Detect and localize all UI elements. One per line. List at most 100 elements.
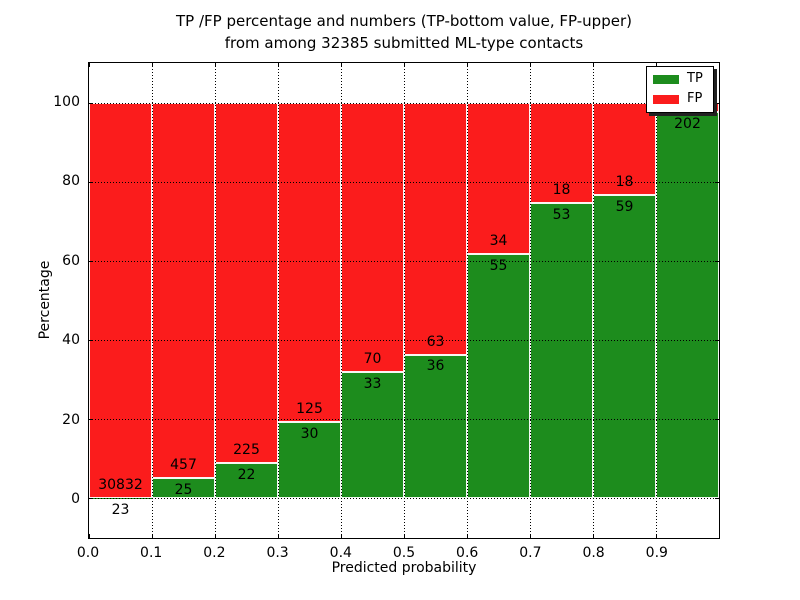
legend: TP FP	[646, 66, 714, 113]
bar-count-label-tp: 53	[552, 206, 571, 223]
x-tickmark-top	[152, 63, 153, 67]
x-tick-label: 0.9	[645, 545, 668, 561]
y-tickmark-right	[715, 498, 719, 500]
bar-count-label-tp: 202	[674, 116, 701, 133]
x-tickmark-top	[89, 63, 90, 67]
x-tickmark-bottom	[152, 534, 153, 538]
bar-count-label-tp: 59	[615, 199, 634, 216]
x-tickmark-bottom	[341, 534, 342, 538]
gridline-vertical	[530, 63, 531, 538]
bar-segment-fp	[404, 102, 467, 355]
bar-count-label-fp: 18	[552, 181, 571, 198]
fp-legend-label: FP	[687, 91, 703, 106]
bar-count-label-tp: 25	[174, 481, 193, 498]
bar-count-label-fp: 225	[233, 442, 260, 459]
x-tickmark-top	[467, 63, 468, 67]
y-tickmark-left	[89, 498, 93, 500]
bar-count-label-fp: 18	[615, 174, 634, 191]
tp-legend-swatch	[653, 74, 679, 84]
y-tickmark-right	[715, 181, 719, 183]
gridline-vertical	[341, 63, 342, 538]
y-tick-label: 100	[53, 93, 80, 110]
x-tickmark-bottom	[215, 534, 216, 538]
y-tickmark-right	[715, 260, 719, 262]
tp-legend-label: TP	[687, 71, 703, 86]
bar-segment-tp	[656, 112, 719, 499]
y-tick-label: 40	[62, 332, 80, 349]
bar-count-label-tp: 36	[426, 358, 445, 375]
gridline-vertical	[215, 63, 216, 538]
y-tickmark-right	[715, 102, 719, 104]
gridline-vertical	[152, 63, 153, 538]
bar-segment-tp	[530, 202, 593, 499]
x-tick-label: 0.6	[456, 545, 479, 561]
gridline-vertical	[467, 63, 468, 538]
x-tickmark-top	[593, 63, 594, 67]
y-tickmark-left	[89, 260, 93, 262]
bar-count-label-tp: 23	[111, 502, 130, 519]
bar-segment-fp	[530, 102, 593, 203]
gridline-vertical	[593, 63, 594, 538]
bar-segment-fp	[215, 102, 278, 464]
x-tick-label: 0.5	[392, 545, 416, 561]
x-tickmark-bottom	[656, 534, 657, 538]
x-tickmark-bottom	[404, 534, 405, 538]
bar-count-label-fp: 30832	[98, 477, 143, 494]
bar-segment-fp	[467, 102, 530, 254]
y-tickmark-left	[89, 181, 93, 183]
bar-segment-fp	[278, 102, 341, 422]
bar-segment-tp	[593, 195, 656, 499]
bar-segment-tp	[278, 421, 341, 499]
chart-title-line2: from among 32385 submitted ML-type conta…	[224, 34, 584, 52]
x-tickmark-top	[656, 63, 657, 67]
bar-count-label-fp: 34	[489, 232, 508, 249]
gridline-vertical	[278, 63, 279, 538]
bar-count-label-fp: 457	[170, 456, 197, 473]
gridline-vertical	[404, 63, 405, 538]
x-tickmark-top	[530, 63, 531, 67]
x-tickmark-top	[404, 63, 405, 67]
bar-segment-fp	[341, 102, 404, 372]
x-tick-label: 0.7	[519, 545, 542, 561]
bar-count-label-fp: 125	[296, 400, 323, 417]
x-tick-label: 0.1	[140, 545, 163, 561]
bar-count-label-tp: 30	[300, 425, 319, 442]
bar-count-label-fp: 63	[426, 333, 445, 350]
x-tickmark-bottom	[467, 534, 468, 538]
x-tick-label: 0.2	[203, 545, 226, 561]
x-tickmark-bottom	[530, 534, 531, 538]
x-tick-label: 0.4	[329, 545, 352, 561]
x-axis-label: Predicted probability	[331, 560, 477, 576]
x-tickmark-bottom	[593, 534, 594, 538]
y-tickmark-right	[715, 419, 719, 421]
gridline-vertical	[656, 63, 657, 538]
y-tickmark-left	[89, 102, 93, 104]
x-tickmark-bottom	[278, 534, 279, 538]
legend-item-fp: FP	[653, 92, 707, 106]
chart-title-line1: TP /FP percentage and numbers (TP-bottom…	[176, 12, 632, 30]
chart-title: TP /FP percentage and numbers (TP-bottom…	[24, 10, 784, 54]
x-tickmark-top	[278, 63, 279, 67]
y-tickmark-left	[89, 419, 93, 421]
x-tickmark-bottom	[89, 534, 90, 538]
bar-segment-tp	[404, 354, 467, 499]
plot-area: 30832 23 457 25 225 22 125 30 70 33 63 36 34 55 18 53 18…	[88, 62, 720, 539]
bar-count-label-tp: 22	[237, 467, 256, 484]
y-tick-label: 0	[71, 491, 80, 508]
y-tick-label: 60	[62, 252, 80, 269]
y-axis-label: Percentage	[37, 260, 53, 340]
bar-segment-fp	[89, 102, 152, 499]
legend-item-tp: TP	[653, 72, 707, 86]
y-tick-label: 80	[62, 173, 80, 190]
x-tick-label: 0.3	[266, 545, 289, 561]
y-tickmark-left	[89, 340, 93, 342]
x-tick-label: 0.8	[582, 545, 605, 561]
plot-inner: 30832 23 457 25 225 22 125 30 70 33 63 36 34 55 18 53 18…	[89, 63, 719, 538]
bar-segment-tp	[467, 253, 530, 499]
x-tick-label: 0.0	[76, 545, 100, 561]
bar-count-label-tp: 55	[489, 257, 508, 274]
bar-count-label-fp: 70	[363, 350, 382, 367]
bar-count-label-tp: 33	[363, 375, 382, 392]
x-tickmark-top	[215, 63, 216, 67]
